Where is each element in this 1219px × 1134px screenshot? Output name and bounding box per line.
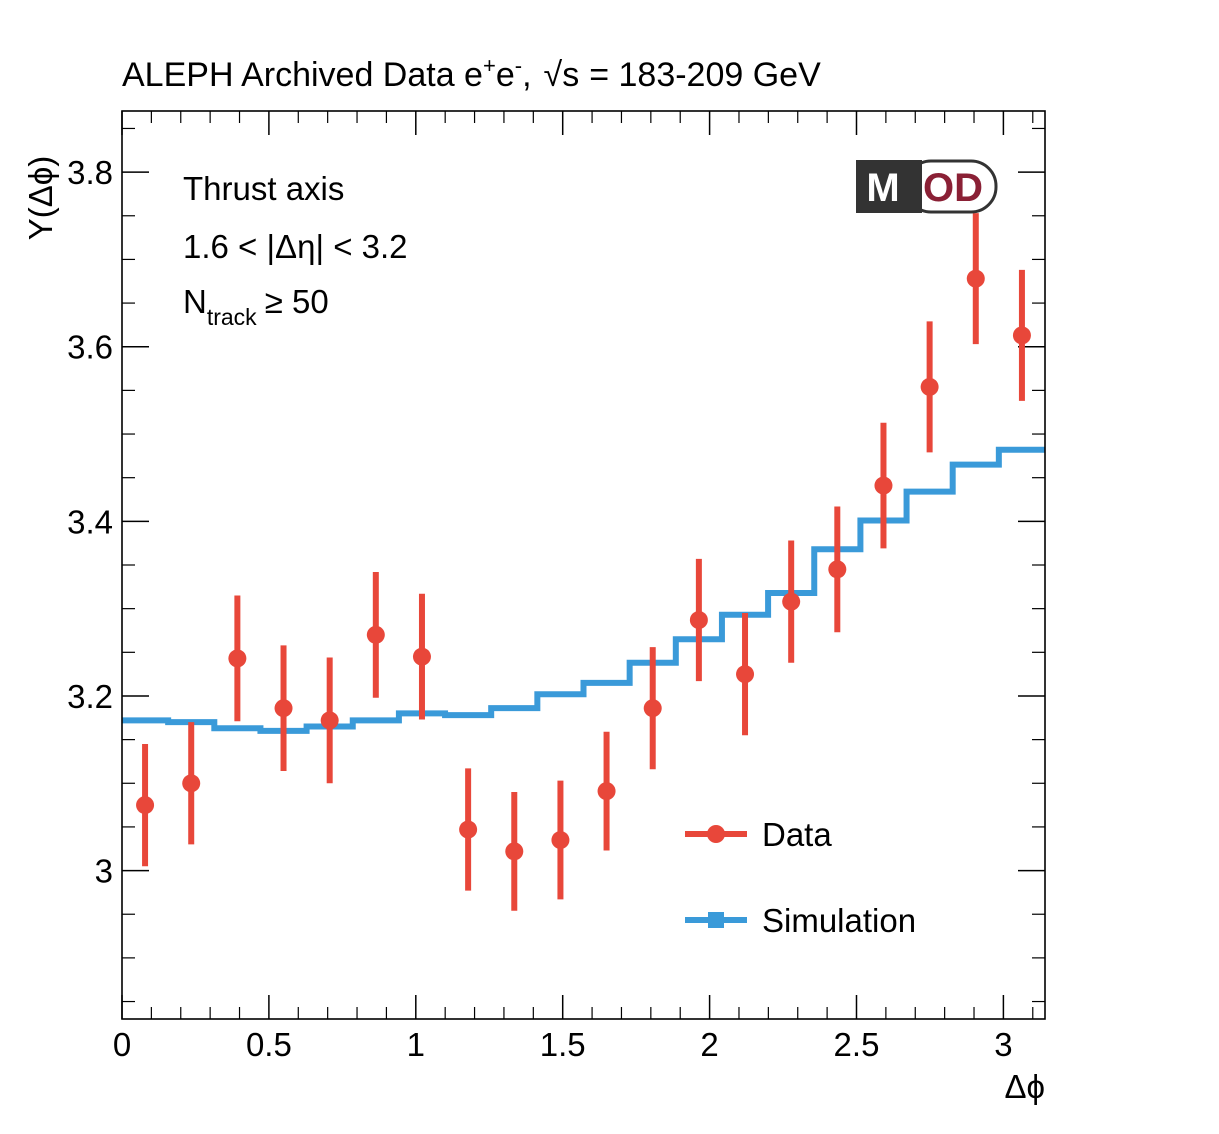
data-marker <box>597 782 616 801</box>
data-marker <box>459 820 478 839</box>
y-tick-label: 3.8 <box>67 154 113 191</box>
data-marker <box>736 665 755 684</box>
y-tick-label: 3 <box>95 853 113 890</box>
data-marker <box>320 711 339 730</box>
mod-logo: M OD <box>856 159 998 214</box>
x-tick-label: 2 <box>700 1026 718 1063</box>
plot-frame <box>121 110 1046 1020</box>
data-point <box>828 506 847 633</box>
data-point <box>228 595 247 722</box>
data-marker <box>920 377 939 396</box>
x-tick-labels: 0 0.5 1 1.5 2 2.5 3 <box>113 1026 1013 1063</box>
x-tick-label: 3 <box>994 1026 1012 1063</box>
legend-simulation-marker <box>685 912 747 928</box>
data-point <box>459 768 478 891</box>
y-tick-label: 3.4 <box>67 503 113 540</box>
x-tick-label: 1 <box>407 1026 425 1063</box>
data-point <box>643 647 662 770</box>
data-marker <box>505 842 524 861</box>
x-tick-label: 0 <box>113 1026 131 1063</box>
x-axis-label: Δϕ <box>1004 1068 1045 1105</box>
legend-data-label: Data <box>762 816 832 853</box>
data-point <box>597 731 616 851</box>
y-tick-labels: 3 3.2 3.4 3.6 3.8 <box>67 154 113 889</box>
chart-title: ALEPH Archived Data e+e-, √s = 183-209 GeV <box>122 53 821 94</box>
data-marker <box>551 831 570 850</box>
data-marker <box>643 699 662 718</box>
data-marker <box>136 796 155 815</box>
data-point <box>551 780 570 900</box>
data-marker <box>828 560 847 579</box>
data-point <box>412 593 431 720</box>
svg-text:M: M <box>866 166 899 210</box>
data-marker <box>228 649 247 668</box>
data-marker <box>366 625 385 644</box>
data-marker <box>182 774 201 793</box>
data-marker <box>966 269 985 288</box>
data-point <box>505 792 524 911</box>
data-series <box>136 213 1031 911</box>
x-tick-label: 1.5 <box>540 1026 586 1063</box>
annotation-axis: Thrust axis <box>183 170 344 207</box>
data-point <box>320 657 339 784</box>
legend-simulation-label: Simulation <box>762 902 916 939</box>
data-point <box>966 213 985 345</box>
data-marker <box>874 476 893 495</box>
data-point <box>920 321 939 453</box>
data-point <box>274 645 293 772</box>
x-tick-label: 0.5 <box>246 1026 292 1063</box>
annotation-ntrack: Ntrack ≥ 50 <box>183 283 329 330</box>
data-marker <box>689 611 708 630</box>
legend: Data Simulation <box>685 816 916 939</box>
x-tick-label: 2.5 <box>834 1026 880 1063</box>
data-point <box>736 613 755 736</box>
legend-data-marker <box>685 825 747 843</box>
y-tick-label: 3.6 <box>67 329 113 366</box>
annotation-eta-range: 1.6 < |Δη| < 3.2 <box>183 228 408 265</box>
data-point <box>366 571 385 698</box>
simulation-step-line <box>122 446 1045 734</box>
y-axis-label: Y(Δϕ) <box>22 156 59 241</box>
data-marker <box>782 592 801 611</box>
data-marker <box>274 699 293 718</box>
data-marker <box>1012 326 1031 345</box>
data-point <box>874 422 893 549</box>
svg-text:OD: OD <box>923 166 983 210</box>
data-point <box>136 743 155 867</box>
data-point <box>182 722 201 845</box>
data-point <box>782 540 801 663</box>
simulation-series <box>122 446 1045 734</box>
data-point <box>689 558 708 682</box>
data-marker <box>412 647 431 666</box>
axis-ticks <box>121 111 1045 1019</box>
y-tick-label: 3.2 <box>67 678 113 715</box>
data-point <box>1012 269 1031 401</box>
